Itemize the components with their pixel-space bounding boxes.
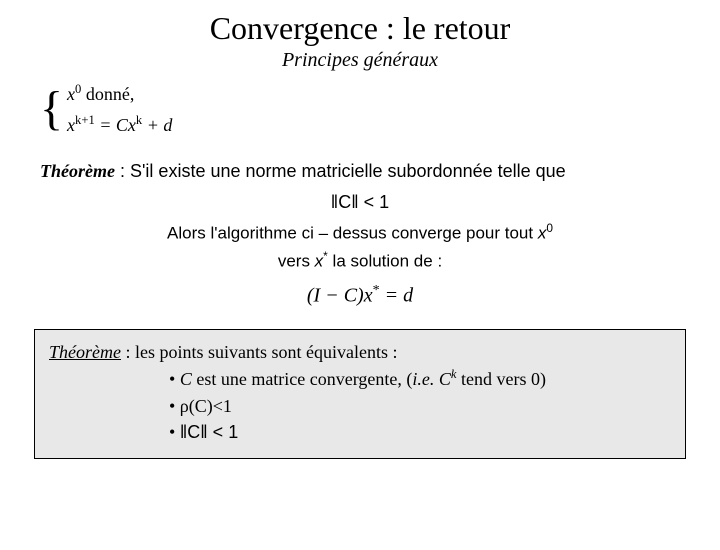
page-title: Convergence : le retour — [0, 10, 720, 47]
system-line-1: x0 donné, — [67, 82, 172, 105]
alors-pre: Alors l'algorithme ci – dessus converge … — [167, 224, 538, 243]
page-subtitle: Principes généraux — [0, 49, 720, 72]
b1-c: C — [180, 369, 192, 389]
b1-post: tend vers 0) — [457, 369, 546, 389]
bullet-3: • ‖C‖ < 1 — [169, 420, 671, 444]
sys2-post: + d — [142, 115, 172, 135]
theorem-1: Théorème : S'il existe une norme matrici… — [40, 158, 680, 311]
vers-x: x — [315, 252, 324, 271]
b1-dot: • — [169, 369, 180, 389]
bullet-1: • C est une matrice convergente, (i.e. C… — [169, 366, 671, 391]
theorem1-label: Théorème — [40, 161, 115, 181]
b1-mid: est une matrice convergente, ( — [192, 369, 413, 389]
theorem-2-box: Théorème : les points suivants sont équi… — [34, 329, 686, 459]
theorem2-bullets: • C est une matrice convergente, (i.e. C… — [169, 366, 671, 444]
eq-sup: * — [373, 283, 380, 298]
brace-icon: { — [40, 85, 63, 133]
system-line-2: xk+1 = Cxk + d — [67, 113, 172, 136]
main-content: { x0 donné, xk+1 = Cxk + d Théorème : S'… — [0, 72, 720, 311]
alors-sup: 0 — [546, 221, 553, 235]
eq-post: = d — [380, 285, 414, 307]
b3-norm: ‖C‖ < 1 — [180, 422, 238, 442]
theorem2-label: Théorème — [49, 342, 121, 362]
sys2-x1: x — [67, 115, 75, 135]
vers-post: la solution de : — [328, 252, 442, 271]
theorem1-alors: Alors l'algorithme ci – dessus converge … — [40, 220, 680, 246]
iteration-system: { x0 donné, xk+1 = Cxk + d — [40, 82, 680, 136]
theorem1-intro: : S'il existe une norme matricielle subo… — [115, 161, 566, 181]
theorem1-equation: (I − C)x* = d — [40, 280, 680, 311]
b1-ie: i.e. — [412, 369, 434, 389]
b1-ckc: C — [434, 369, 451, 389]
sys1-post: donné, — [81, 84, 134, 104]
sys1-x: x — [67, 84, 75, 104]
theorem2-intro: : les points suivants sont équivalents : — [121, 342, 398, 362]
theorem1-vers: vers x* la solution de : — [40, 248, 680, 274]
b3-dot: • — [169, 422, 180, 442]
vers-pre: vers — [278, 252, 315, 271]
sys2-sup1: k+1 — [75, 113, 95, 127]
eq-pre: (I − C)x — [307, 285, 373, 307]
theorem1-norm: ‖C‖ < 1 — [40, 189, 680, 216]
theorem2-heading: Théorème : les points suivants sont équi… — [49, 340, 671, 364]
bullet-2: • ρ(C)<1 — [169, 394, 671, 418]
sys2-mid: = Cx — [95, 115, 136, 135]
